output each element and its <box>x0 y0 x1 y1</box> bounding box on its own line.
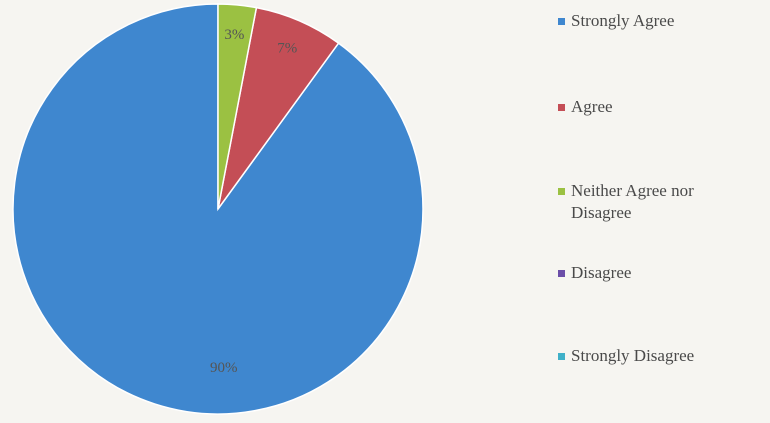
legend-item-neither: Neither Agree nor Disagree <box>558 180 694 224</box>
legend-item-strongly-disagree: Strongly Disagree <box>558 345 694 367</box>
legend-item-agree: Agree <box>558 96 613 118</box>
pie-slice-2 <box>217 3 258 210</box>
legend-swatch-strongly-agree <box>558 18 565 25</box>
pie-slice-label-0: 90% <box>210 360 238 376</box>
legend-label-neither: Neither Agree nor Disagree <box>571 181 694 222</box>
legend-item-strongly-agree: Strongly Agree <box>558 10 674 32</box>
legend-label-strongly-agree: Strongly Agree <box>571 11 675 30</box>
chart-legend: Strongly Agree Agree Neither Agree nor D… <box>558 0 770 423</box>
legend-swatch-neither <box>558 188 565 195</box>
legend-swatch-agree <box>558 104 565 111</box>
pie-slice-label-2: 3% <box>224 27 244 43</box>
pie-slice-label-1: 7% <box>277 41 297 57</box>
legend-swatch-strongly-disagree <box>558 353 565 360</box>
legend-label-strongly-disagree: Strongly Disagree <box>571 346 695 365</box>
legend-swatch-disagree <box>558 270 565 277</box>
legend-label-agree: Agree <box>571 97 613 116</box>
legend-item-disagree: Disagree <box>558 262 631 284</box>
legend-label-disagree: Disagree <box>571 263 632 282</box>
